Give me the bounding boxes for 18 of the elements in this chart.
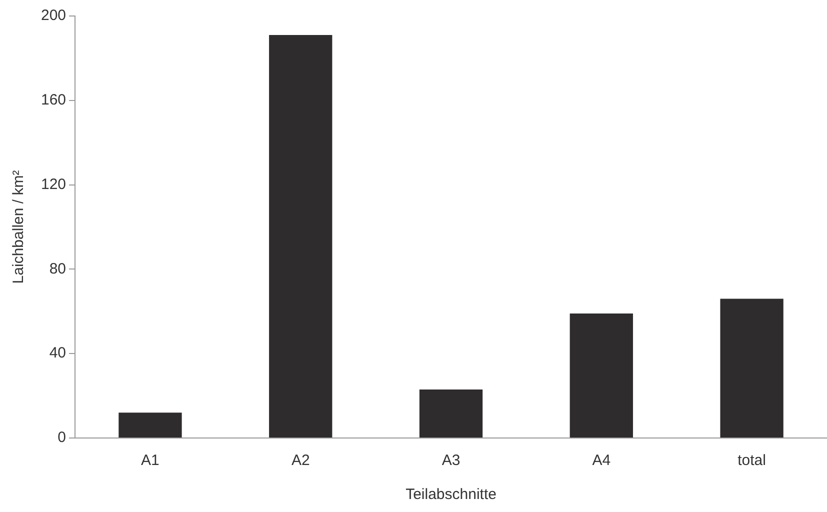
- y-tick-label: 200: [40, 7, 66, 24]
- bar: [570, 314, 633, 438]
- y-tick-label: 120: [40, 176, 66, 193]
- y-tick-label: 80: [49, 260, 66, 278]
- x-tick-label: A1: [141, 452, 160, 470]
- bar: [419, 389, 483, 438]
- x-tick-label: total: [738, 452, 766, 470]
- y-tick-label: 160: [40, 92, 66, 109]
- y-axis-title: Laichballen / km²: [10, 170, 28, 284]
- x-tick-label: A3: [442, 452, 460, 470]
- x-tick-label: A4: [592, 452, 611, 470]
- x-axis-title: Teilabschnitte: [406, 486, 496, 504]
- x-tick-label: A2: [291, 452, 310, 470]
- bar: [720, 298, 784, 438]
- y-tick-label: 40: [49, 344, 66, 362]
- y-tick-label: 0: [58, 429, 66, 446]
- bar: [269, 34, 332, 438]
- bar: [118, 412, 182, 438]
